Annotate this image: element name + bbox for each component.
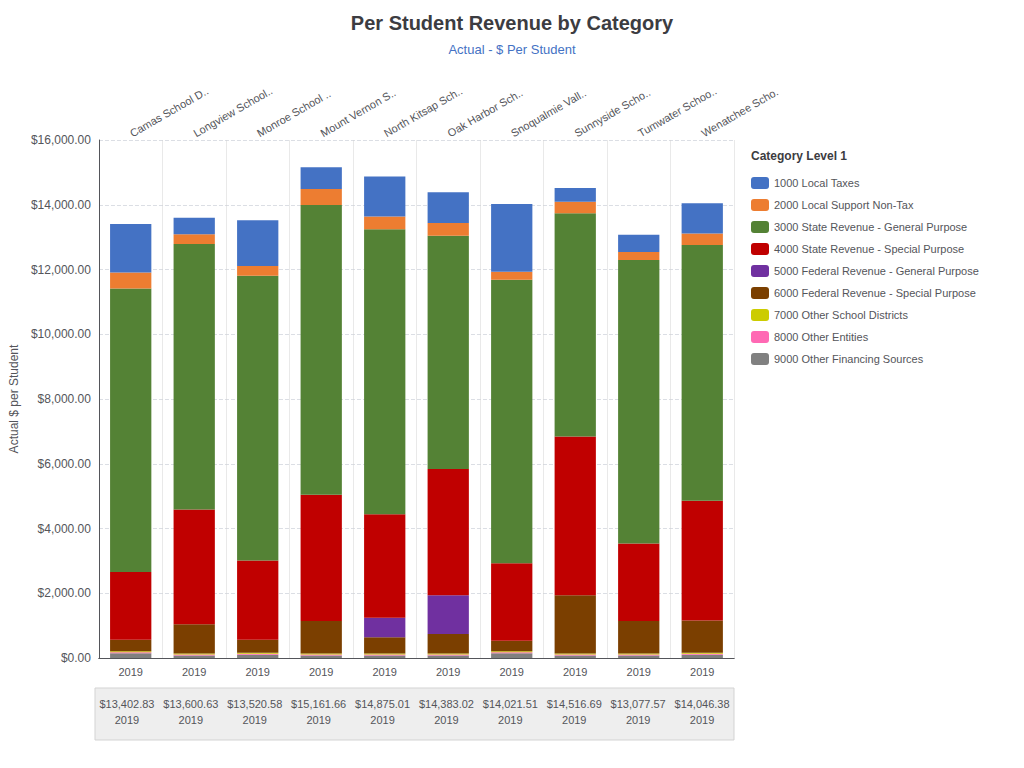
- svg-text:1000 Local Taxes: 1000 Local Taxes: [774, 177, 860, 189]
- svg-text:2019: 2019: [690, 666, 714, 678]
- svg-text:2019: 2019: [115, 714, 139, 726]
- svg-text:5000 Federal Revenue - General: 5000 Federal Revenue - General Purpose: [774, 265, 979, 277]
- svg-text:Tumwater Schoo..: Tumwater Schoo..: [635, 84, 719, 140]
- svg-text:2019: 2019: [309, 666, 333, 678]
- svg-text:2019: 2019: [243, 714, 267, 726]
- svg-text:$13,402.83: $13,402.83: [99, 698, 154, 710]
- svg-text:Snoqualmie Vall..: Snoqualmie Vall..: [508, 86, 589, 140]
- svg-text:$12,000.00: $12,000.00: [31, 263, 91, 277]
- svg-text:Longview School..: Longview School..: [191, 84, 275, 140]
- svg-text:9000 Other Financing Sources: 9000 Other Financing Sources: [774, 353, 924, 365]
- svg-text:$14,516.69: $14,516.69: [547, 698, 602, 710]
- svg-text:$2,000.00: $2,000.00: [38, 586, 92, 600]
- svg-text:2019: 2019: [434, 714, 458, 726]
- svg-text:2019: 2019: [370, 714, 394, 726]
- svg-text:Sunnyside Scho..: Sunnyside Scho..: [572, 86, 653, 140]
- svg-text:3000 State Revenue - General P: 3000 State Revenue - General Purpose: [774, 221, 967, 233]
- svg-text:Monroe School ..: Monroe School ..: [254, 87, 333, 140]
- svg-text:Wenatchee Scho.: Wenatchee Scho.: [699, 86, 780, 140]
- svg-text:6000 Federal Revenue - Special: 6000 Federal Revenue - Special Purpose: [774, 287, 976, 299]
- svg-text:2019: 2019: [436, 666, 460, 678]
- svg-text:$16,000.00: $16,000.00: [31, 133, 91, 147]
- svg-text:2019: 2019: [118, 666, 142, 678]
- svg-text:2019: 2019: [306, 714, 330, 726]
- svg-text:Actual $ per Student: Actual $ per Student: [7, 344, 21, 453]
- svg-text:2019: 2019: [562, 714, 586, 726]
- svg-text:Per Student Revenue by Categor: Per Student Revenue by Category: [351, 12, 674, 34]
- svg-text:$14,383.02: $14,383.02: [419, 698, 474, 710]
- svg-text:2019: 2019: [372, 666, 396, 678]
- svg-text:$0.00: $0.00: [61, 651, 91, 665]
- svg-text:Mount Vernon S..: Mount Vernon S..: [318, 86, 398, 140]
- svg-text:$13,520.58: $13,520.58: [227, 698, 282, 710]
- svg-text:North Kitsap Sch..: North Kitsap Sch..: [381, 84, 465, 140]
- svg-text:2019: 2019: [182, 666, 206, 678]
- svg-text:2019: 2019: [626, 714, 650, 726]
- svg-text:2019: 2019: [499, 666, 523, 678]
- svg-text:2019: 2019: [498, 714, 522, 726]
- svg-text:2000 Local Support Non-Tax: 2000 Local Support Non-Tax: [774, 199, 914, 211]
- svg-text:$15,161.66: $15,161.66: [291, 698, 346, 710]
- svg-text:7000 Other School Districts: 7000 Other School Districts: [774, 309, 908, 321]
- svg-text:Actual - $ Per Student: Actual - $ Per Student: [448, 42, 576, 57]
- svg-text:$13,600.63: $13,600.63: [163, 698, 218, 710]
- svg-text:$6,000.00: $6,000.00: [38, 457, 92, 471]
- svg-text:2019: 2019: [179, 714, 203, 726]
- svg-text:Camas School D..: Camas School D..: [127, 84, 211, 140]
- svg-text:4000 State Revenue - Special P: 4000 State Revenue - Special Purpose: [774, 243, 964, 255]
- svg-text:2019: 2019: [627, 666, 651, 678]
- svg-text:$14,046.38: $14,046.38: [675, 698, 730, 710]
- svg-text:8000 Other Entities: 8000 Other Entities: [774, 331, 869, 343]
- svg-text:$14,875.01: $14,875.01: [355, 698, 410, 710]
- svg-text:2019: 2019: [245, 666, 269, 678]
- svg-text:$8,000.00: $8,000.00: [38, 392, 92, 406]
- svg-text:2019: 2019: [563, 666, 587, 678]
- svg-text:$13,077.57: $13,077.57: [611, 698, 666, 710]
- svg-text:2019: 2019: [690, 714, 714, 726]
- svg-text:Category Level 1: Category Level 1: [751, 149, 847, 163]
- svg-text:Oak Harbor Sch..: Oak Harbor Sch..: [445, 86, 525, 140]
- svg-text:$14,000.00: $14,000.00: [31, 198, 91, 212]
- svg-text:$14,021.51: $14,021.51: [483, 698, 538, 710]
- svg-text:$10,000.00: $10,000.00: [31, 327, 91, 341]
- svg-text:$4,000.00: $4,000.00: [38, 522, 92, 536]
